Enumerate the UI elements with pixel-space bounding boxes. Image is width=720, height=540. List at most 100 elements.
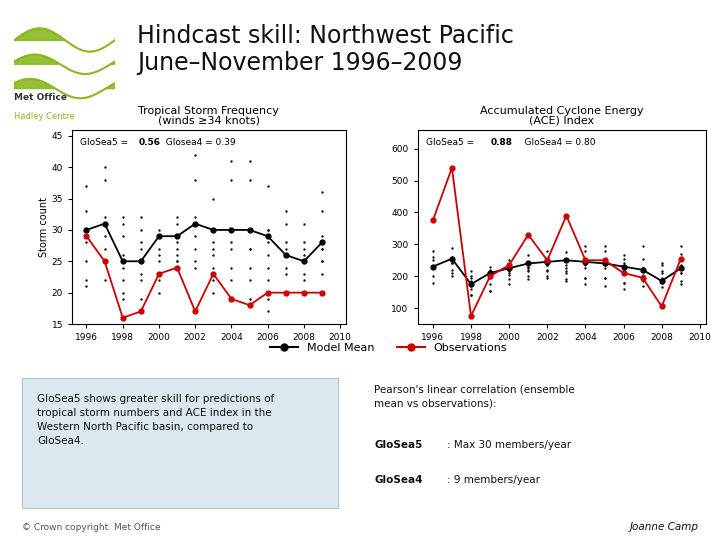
Point [599,241,611,250]
Point [316,257,328,266]
Point [153,232,165,240]
Point [153,276,165,285]
Text: GloSea5: GloSea5 [374,440,423,450]
Point [446,272,458,280]
Point [656,267,667,276]
Point [485,286,496,295]
Point [637,241,649,250]
Point [153,269,165,278]
Point [580,261,591,269]
Point [316,257,328,266]
Point [207,194,219,203]
Point [189,150,201,159]
Point [207,226,219,234]
Point [427,278,438,287]
Point [599,281,611,290]
Text: Hindcast skill: Northwest Pacific: Hindcast skill: Northwest Pacific [137,24,513,48]
Point [244,245,256,253]
Point [503,256,515,265]
Point [523,266,534,274]
Point [580,280,591,288]
Point [503,262,515,271]
Point [485,273,496,282]
Text: 0.56: 0.56 [139,138,161,147]
Point [298,251,310,259]
Point [262,226,274,234]
Point [207,263,219,272]
Point [244,226,256,234]
Text: Joanne Camp: Joanne Camp [629,522,698,532]
Text: (ACE) Index: (ACE) Index [529,115,594,125]
Point [465,291,477,300]
Point [618,269,629,278]
Point [81,207,92,215]
Point [541,246,553,255]
Point [153,245,165,253]
Point [523,262,534,271]
Text: June–November 1996–2009: June–November 1996–2009 [137,51,462,75]
Point [523,272,534,280]
Point [427,246,438,255]
Point [675,249,687,258]
Point [316,188,328,197]
Text: Tropical Storm Frequency: Tropical Storm Frequency [138,106,279,116]
Point [207,238,219,247]
Point [171,257,183,266]
Point [117,257,128,266]
Point [135,226,147,234]
Point [541,267,553,276]
Text: GloSea5 =: GloSea5 = [426,138,477,147]
Point [599,273,611,282]
Point [225,276,237,285]
Point [637,271,649,279]
Point [465,273,477,282]
Point [298,276,310,285]
Point [81,276,92,285]
Point [244,295,256,303]
Point [153,288,165,297]
Point [637,281,649,290]
Point [618,259,629,268]
Text: Glosea4 = 0.39: Glosea4 = 0.39 [160,138,235,147]
Text: : Max 30 members/year: : Max 30 members/year [447,440,572,450]
Point [171,238,183,247]
Point [316,245,328,253]
Point [675,269,687,278]
Point [580,273,591,282]
FancyBboxPatch shape [22,378,338,508]
Point [561,248,572,256]
Point [99,257,110,266]
Point [599,273,611,282]
Point [225,295,237,303]
Point [99,219,110,228]
Point [298,245,310,253]
Point [637,264,649,273]
Text: 0.88: 0.88 [491,138,513,147]
Point [580,254,591,263]
Point [523,259,534,268]
Point [580,273,591,282]
Point [580,264,591,273]
Point [580,241,591,250]
Point [656,269,667,278]
Point [99,245,110,253]
Point [485,286,496,295]
Point [280,207,292,215]
Legend: Model Mean, Observations: Model Mean, Observations [266,339,512,357]
Point [637,267,649,276]
Point [446,269,458,278]
Point [503,271,515,279]
Point [656,278,667,287]
Point [465,291,477,300]
Point [153,251,165,259]
Text: GloSea5 shows greater skill for predictions of
tropical storm numbers and ACE in: GloSea5 shows greater skill for predicti… [37,394,275,445]
Point [280,288,292,297]
Text: GloSea5 =: GloSea5 = [80,138,131,147]
Point [618,251,629,260]
Point [465,285,477,293]
Point [485,280,496,288]
Point [225,176,237,184]
Point [280,263,292,272]
Point [561,275,572,284]
Point [316,207,328,215]
